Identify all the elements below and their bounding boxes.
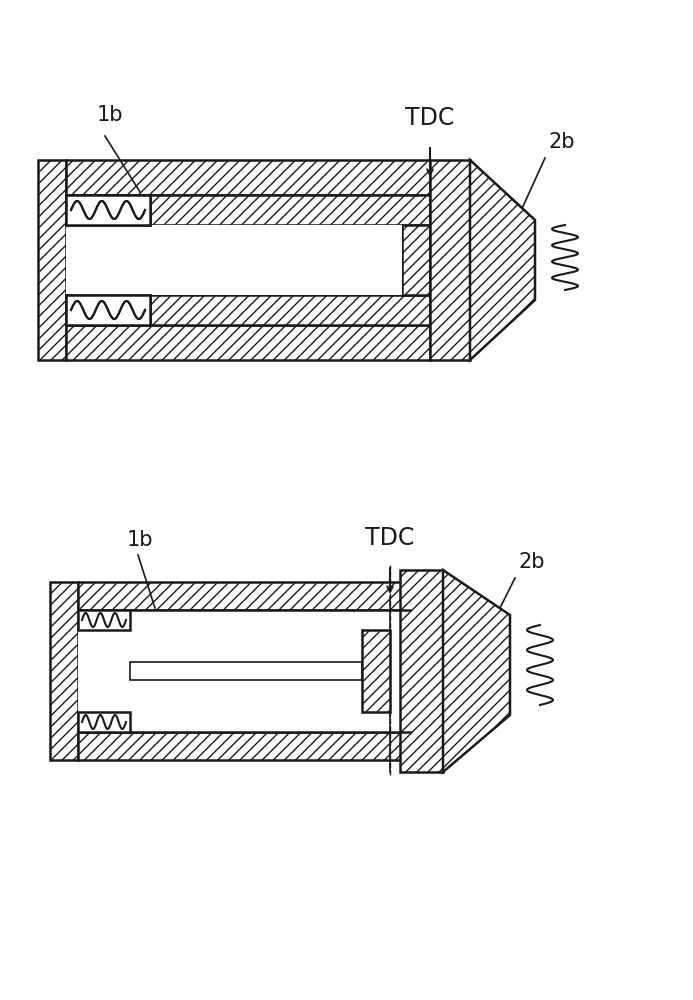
Bar (150, 195, 430, 225)
Bar (78, 610, 130, 630)
Bar (66, 195, 150, 225)
Text: 2b: 2b (548, 132, 574, 152)
Bar (50, 582, 78, 760)
Bar (66, 195, 150, 325)
Bar (430, 160, 470, 360)
Text: TDC: TDC (365, 526, 414, 550)
Bar (66, 195, 150, 325)
Bar (150, 225, 402, 295)
Bar (362, 630, 390, 712)
Text: 1b: 1b (127, 530, 153, 550)
Text: 1b: 1b (97, 105, 123, 125)
Bar (400, 570, 443, 772)
Bar (78, 610, 415, 732)
Bar (66, 295, 150, 325)
Bar (78, 732, 410, 760)
Bar (150, 295, 430, 325)
Bar (38, 160, 66, 360)
Bar (402, 225, 430, 295)
Text: TDC: TDC (405, 106, 455, 130)
Bar (66, 195, 150, 225)
Text: 2b: 2b (518, 552, 545, 572)
Polygon shape (470, 160, 535, 360)
Bar (66, 295, 150, 325)
Bar (78, 712, 130, 732)
Bar (78, 582, 410, 610)
Polygon shape (443, 570, 510, 772)
Bar (66, 160, 430, 195)
Bar (66, 325, 430, 360)
Bar (130, 662, 362, 680)
